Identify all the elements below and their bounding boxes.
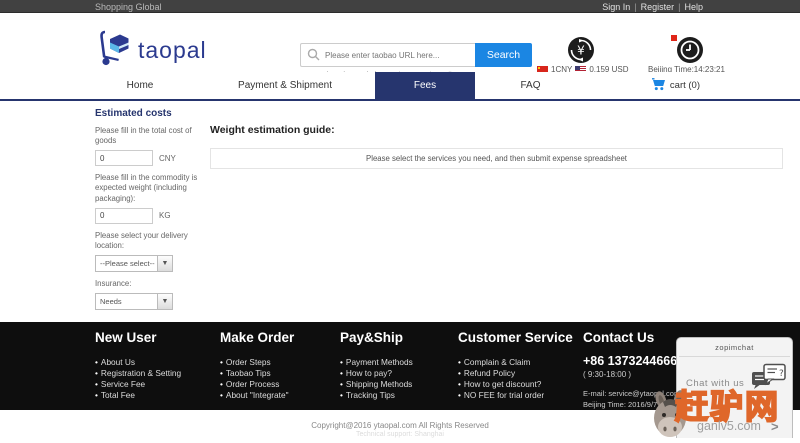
footer-col-customer-service: Customer Service Complain & Claim Refund… [458, 330, 573, 401]
footer-link[interactable]: How to get discount? [458, 379, 573, 390]
clock-red-marker [671, 35, 677, 41]
weight-unit-label: KG [159, 211, 171, 221]
insurance-label: Insurance: [95, 278, 132, 288]
zopim-brand: zopimchat [715, 343, 754, 352]
weight-input[interactable] [95, 207, 153, 224]
footer-link[interactable]: Order Process [220, 379, 294, 390]
footer-col-title: Make Order [220, 330, 295, 345]
cost-field-label: Please fill in the total cost of goods [95, 126, 192, 146]
svg-text:¥: ¥ [577, 44, 585, 58]
footer-link[interactable]: Complain & Claim [458, 357, 573, 368]
contact-hours: ( 9:30-18:00 ) [583, 370, 632, 379]
footer-link[interactable]: Refund Policy [458, 368, 573, 379]
footer-col-new-user: New User About Us Registration & Setting… [95, 330, 181, 401]
beijing-time-header: Beijing Time:14:23:21 [648, 65, 725, 74]
estimated-costs-form: Estimated costs Please fill in the total… [95, 108, 203, 346]
contact-phone: +86 13732446662 [583, 354, 685, 368]
footer-link[interactable]: Taobao Tips [220, 368, 294, 379]
clock-icon [676, 36, 704, 69]
delivery-location-select[interactable]: --Please select-- ▼ [95, 254, 173, 272]
footer-col-pay-ship: Pay&Ship Payment Methods How to pay? Shi… [340, 330, 413, 401]
footer-link[interactable]: Service Fee [95, 379, 181, 390]
nav-fees-active[interactable]: Fees [375, 72, 475, 99]
search-icon [307, 48, 320, 66]
footer-link[interactable]: Order Steps [220, 357, 294, 368]
cost-input[interactable] [95, 150, 153, 167]
footer-link[interactable]: NO FEE for trial order [458, 390, 573, 401]
chevron-down-icon: ▼ [157, 294, 172, 309]
footer-col-title: New User [95, 330, 157, 345]
chat-with-us-label: Chat with us [686, 378, 745, 389]
chat-widget[interactable]: zopimchat Chat with us ? [676, 337, 793, 438]
svg-text:?: ? [779, 369, 784, 379]
footer-link[interactable]: How to pay? [340, 368, 413, 379]
footer-col-make-order: Make Order Order Steps Taobao Tips Order… [220, 330, 294, 401]
separator: | [634, 2, 637, 12]
separator: | [678, 2, 681, 12]
weight-field-label: Please fill in the commodity is expected… [95, 173, 198, 203]
divider [679, 356, 790, 357]
footer-col-title: Customer Service [458, 330, 573, 345]
copyright-text: Copyright@2016 ytaopal.com All Rights Re… [311, 421, 489, 430]
chat-bubbles-icon: ? [750, 363, 788, 400]
chevron-down-icon: ▼ [157, 255, 172, 271]
footer: New User About Us Registration & Setting… [0, 322, 800, 410]
footer-contact: Contact Us +86 13732446662 ( 9:30-18:00 … [583, 330, 733, 409]
cart-button[interactable]: cart (0) [651, 72, 700, 99]
logo-cart-icon [95, 28, 135, 73]
contact-email[interactable]: E-mail: service@ytaopal.com [583, 389, 681, 398]
cost-unit-label: CNY [159, 153, 176, 163]
delivery-location-label: Please select your delivery location: [95, 230, 188, 250]
shopping-global-label: Shopping Global [95, 2, 162, 12]
sign-in-link[interactable]: Sign In [602, 2, 631, 12]
topbar-links: Sign In | Register | Help [602, 2, 703, 12]
footer-link[interactable]: Registration & Setting [95, 368, 181, 379]
notice-box: Please select the services you need, and… [210, 148, 783, 169]
usd-amount: 0.159 USD [589, 65, 629, 74]
nav-payment-shipment[interactable]: Payment & Shipment [238, 80, 332, 91]
technical-support-text: Technical support: Shanghai [356, 431, 444, 438]
logo-text: taopal [138, 37, 207, 63]
page-title: Weight estimation guide: [210, 124, 335, 136]
exchange-rate: 1CNY 0.159 USD [537, 65, 628, 74]
logo[interactable]: taopal [95, 28, 207, 73]
search-button[interactable]: Search [475, 43, 532, 67]
footer-link[interactable]: About Us [95, 357, 181, 368]
footer-link[interactable]: About "Integrate" [220, 390, 294, 401]
currency-exchange-icon: ¥ [567, 36, 595, 69]
footer-link[interactable]: Payment Methods [340, 357, 413, 368]
register-link[interactable]: Register [640, 2, 675, 12]
nav-faq[interactable]: FAQ [520, 80, 541, 91]
cart-label: cart (0) [669, 80, 700, 91]
main-nav: Home Payment & Shipment Fees FAQ cart (0… [0, 72, 800, 101]
cart-icon [651, 77, 666, 94]
help-link[interactable]: Help [684, 2, 703, 12]
nav-home[interactable]: Home [126, 80, 154, 91]
footer-link[interactable]: Shipping Methods [340, 379, 413, 390]
footer-link[interactable]: Total Fee [95, 390, 181, 401]
footer-link[interactable]: Tracking Tips [340, 390, 413, 401]
selected-location: --Please select-- [100, 258, 155, 268]
selected-insurance: Needs [100, 297, 122, 306]
header: taopal Search Agent Shopping Website: Ta… [0, 13, 800, 79]
footer-col-title: Contact Us [583, 330, 655, 345]
footer-col-title: Pay&Ship [340, 330, 404, 345]
topbar: Shopping Global Sign In | Register | Hel… [0, 0, 800, 13]
us-flag-icon [575, 66, 587, 73]
insurance-select[interactable]: Needs ▼ [95, 293, 173, 310]
form-title: Estimated costs [95, 108, 172, 119]
search-bar: Search [300, 43, 532, 67]
contact-beijing-time: Beijing Time: 2016/9/7 14:23 [583, 400, 679, 409]
cny-amount: 1CNY [551, 65, 573, 74]
search-input[interactable] [300, 43, 475, 67]
cn-flag-icon [537, 66, 548, 73]
